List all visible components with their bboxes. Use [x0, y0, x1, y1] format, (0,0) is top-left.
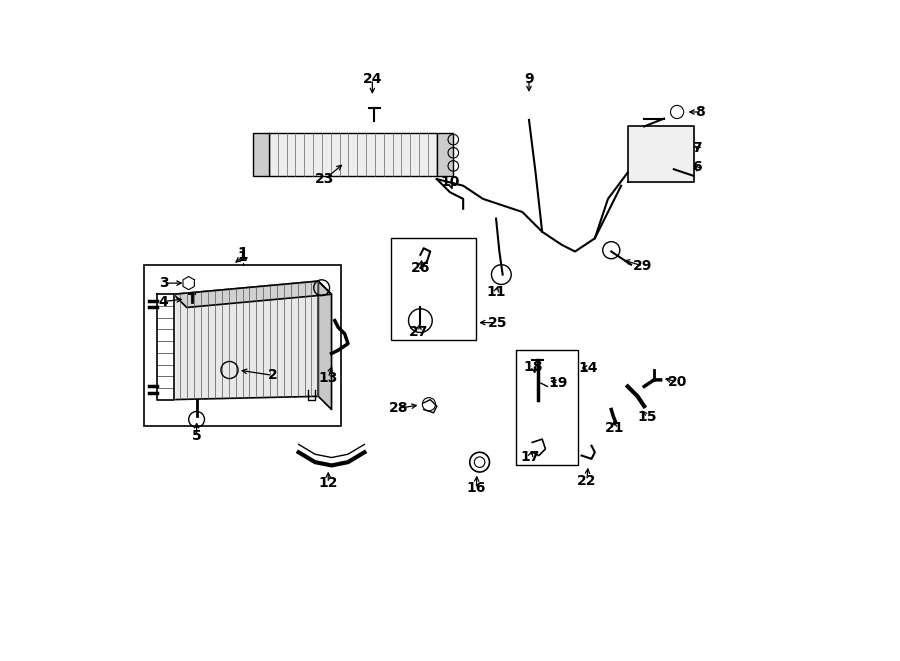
Text: 22: 22	[577, 473, 597, 488]
Polygon shape	[319, 281, 331, 409]
Polygon shape	[627, 126, 694, 182]
Polygon shape	[174, 281, 331, 307]
Text: 24: 24	[363, 72, 382, 86]
Text: 7: 7	[692, 141, 702, 155]
Text: 29: 29	[634, 259, 652, 273]
Text: 16: 16	[466, 481, 486, 496]
Text: 6: 6	[692, 160, 702, 175]
Bar	[436, 133, 454, 176]
Text: 13: 13	[319, 371, 338, 385]
Text: 12: 12	[319, 476, 338, 490]
Text: 23: 23	[315, 172, 335, 186]
Text: 14: 14	[579, 361, 598, 375]
Text: 26: 26	[410, 261, 430, 275]
Bar	[391, 239, 476, 340]
Polygon shape	[158, 294, 174, 400]
Polygon shape	[174, 281, 319, 400]
Text: 21: 21	[605, 421, 625, 435]
Text: 20: 20	[668, 375, 687, 389]
Text: 10: 10	[440, 175, 460, 190]
Text: 17: 17	[520, 450, 540, 464]
Text: 8: 8	[695, 105, 705, 119]
Text: 9: 9	[524, 72, 534, 86]
Text: 18: 18	[524, 360, 544, 373]
Polygon shape	[269, 133, 436, 176]
Text: 27: 27	[409, 325, 428, 339]
Bar	[253, 133, 269, 176]
Bar	[144, 264, 341, 426]
Text: 5: 5	[192, 429, 202, 443]
Text: 1: 1	[238, 247, 248, 262]
Bar	[516, 350, 579, 465]
Text: 19: 19	[549, 376, 568, 390]
Text: 3: 3	[159, 276, 168, 290]
Text: 2: 2	[267, 368, 277, 382]
Text: 4: 4	[158, 295, 168, 309]
Text: 25: 25	[488, 315, 507, 330]
Text: 11: 11	[486, 286, 506, 299]
Text: 15: 15	[638, 410, 657, 424]
Text: 1: 1	[238, 250, 248, 264]
Text: 28: 28	[389, 401, 409, 415]
